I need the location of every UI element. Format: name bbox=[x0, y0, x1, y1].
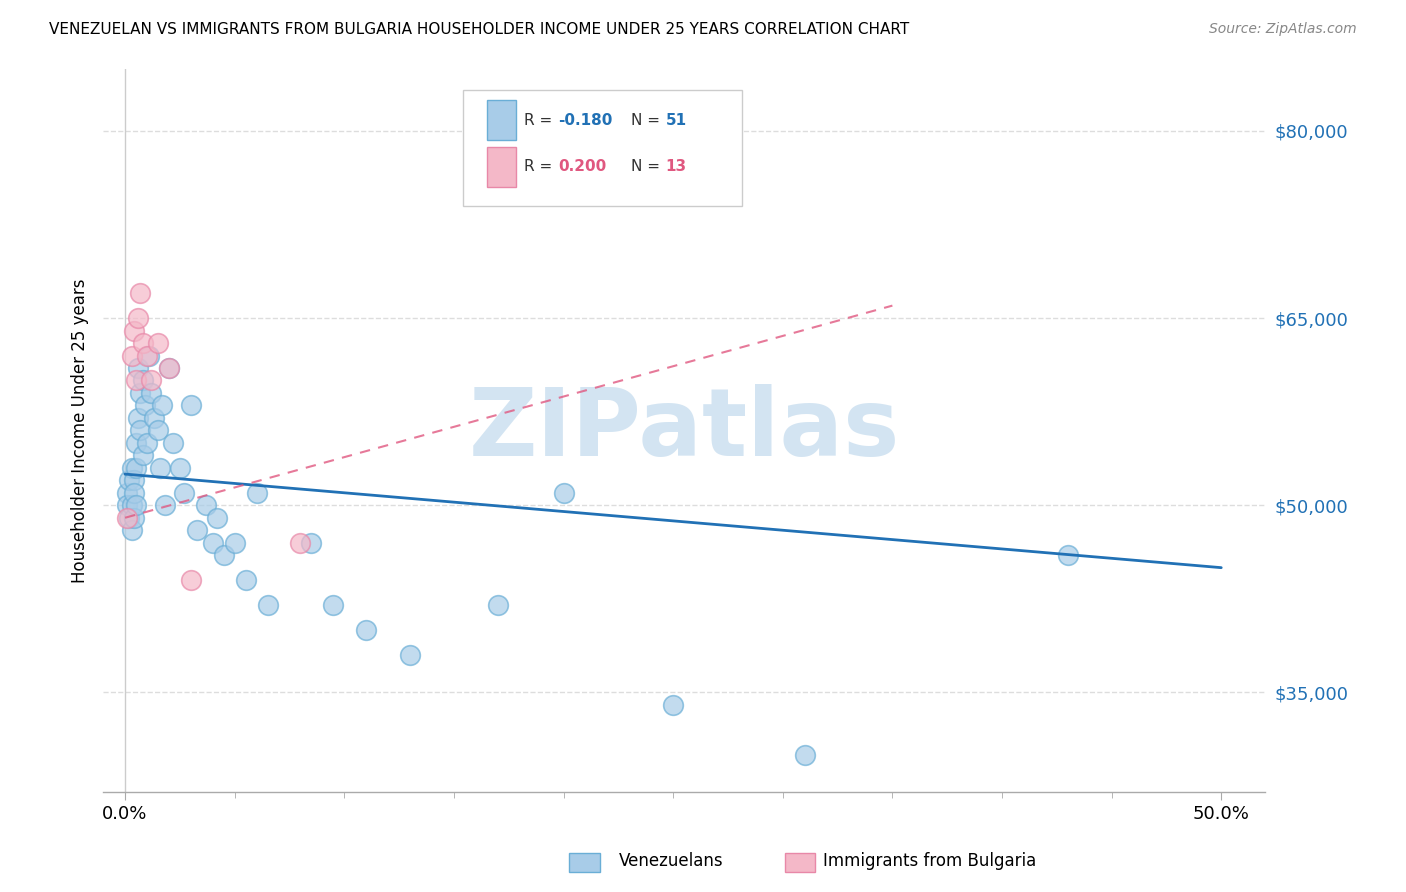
Point bbox=[149, 460, 172, 475]
Point bbox=[118, 510, 141, 524]
Point bbox=[180, 573, 202, 587]
Point bbox=[201, 535, 224, 549]
Point bbox=[146, 424, 169, 438]
Point bbox=[662, 698, 685, 712]
Point bbox=[173, 485, 195, 500]
Point bbox=[486, 598, 509, 612]
Point bbox=[246, 485, 269, 500]
Point bbox=[150, 399, 173, 413]
Point bbox=[256, 598, 278, 612]
Point bbox=[157, 361, 180, 376]
Text: Immigrants from Bulgaria: Immigrants from Bulgaria bbox=[823, 852, 1036, 870]
Text: R =: R = bbox=[524, 112, 557, 128]
Point bbox=[553, 485, 575, 500]
Text: 51: 51 bbox=[665, 112, 686, 128]
Point bbox=[121, 498, 143, 512]
Point bbox=[146, 336, 169, 351]
Point bbox=[322, 598, 344, 612]
Point bbox=[195, 498, 218, 512]
Point bbox=[169, 460, 191, 475]
Point bbox=[127, 411, 149, 425]
Point bbox=[129, 424, 152, 438]
Point bbox=[141, 386, 163, 401]
Point bbox=[290, 535, 312, 549]
Point bbox=[127, 311, 149, 326]
Point bbox=[122, 473, 145, 487]
Text: R =: R = bbox=[524, 160, 557, 174]
Point bbox=[121, 523, 143, 537]
Point bbox=[136, 349, 159, 363]
Text: -0.180: -0.180 bbox=[558, 112, 613, 128]
Point bbox=[129, 286, 152, 301]
Point bbox=[793, 747, 815, 762]
Point bbox=[122, 485, 145, 500]
Text: ZIPatlas: ZIPatlas bbox=[468, 384, 900, 476]
Point bbox=[134, 399, 156, 413]
Point bbox=[125, 374, 148, 388]
Text: Source: ZipAtlas.com: Source: ZipAtlas.com bbox=[1209, 22, 1357, 37]
Text: VENEZUELAN VS IMMIGRANTS FROM BULGARIA HOUSEHOLDER INCOME UNDER 25 YEARS CORRELA: VENEZUELAN VS IMMIGRANTS FROM BULGARIA H… bbox=[49, 22, 910, 37]
Point bbox=[127, 361, 149, 376]
Point bbox=[162, 436, 184, 450]
Point bbox=[131, 448, 153, 462]
Point bbox=[131, 336, 153, 351]
Point bbox=[122, 324, 145, 338]
Point bbox=[117, 498, 139, 512]
Point bbox=[180, 399, 202, 413]
Text: 13: 13 bbox=[665, 160, 686, 174]
Point bbox=[235, 573, 257, 587]
Point bbox=[157, 361, 180, 376]
Point bbox=[212, 548, 235, 562]
Point bbox=[125, 436, 148, 450]
Text: 0.200: 0.200 bbox=[558, 160, 607, 174]
Point bbox=[142, 411, 165, 425]
Text: Venezuelans: Venezuelans bbox=[619, 852, 723, 870]
Point bbox=[354, 623, 377, 637]
Point bbox=[224, 535, 246, 549]
Point bbox=[131, 374, 153, 388]
Point bbox=[117, 485, 139, 500]
Point bbox=[299, 535, 322, 549]
Point bbox=[399, 648, 422, 662]
FancyBboxPatch shape bbox=[486, 147, 516, 186]
FancyBboxPatch shape bbox=[486, 100, 516, 140]
Point bbox=[121, 460, 143, 475]
Point bbox=[118, 473, 141, 487]
Y-axis label: Householder Income Under 25 years: Householder Income Under 25 years bbox=[72, 278, 89, 582]
Text: N =: N = bbox=[631, 160, 665, 174]
Point bbox=[121, 349, 143, 363]
Point bbox=[186, 523, 208, 537]
Point bbox=[136, 436, 159, 450]
Point bbox=[117, 510, 139, 524]
Point bbox=[138, 349, 160, 363]
Point bbox=[1056, 548, 1078, 562]
Text: N =: N = bbox=[631, 112, 665, 128]
Point bbox=[141, 374, 163, 388]
Point bbox=[125, 498, 148, 512]
Point bbox=[205, 510, 228, 524]
Point bbox=[129, 386, 152, 401]
Point bbox=[122, 510, 145, 524]
Point bbox=[125, 460, 148, 475]
Point bbox=[153, 498, 176, 512]
FancyBboxPatch shape bbox=[464, 90, 742, 206]
